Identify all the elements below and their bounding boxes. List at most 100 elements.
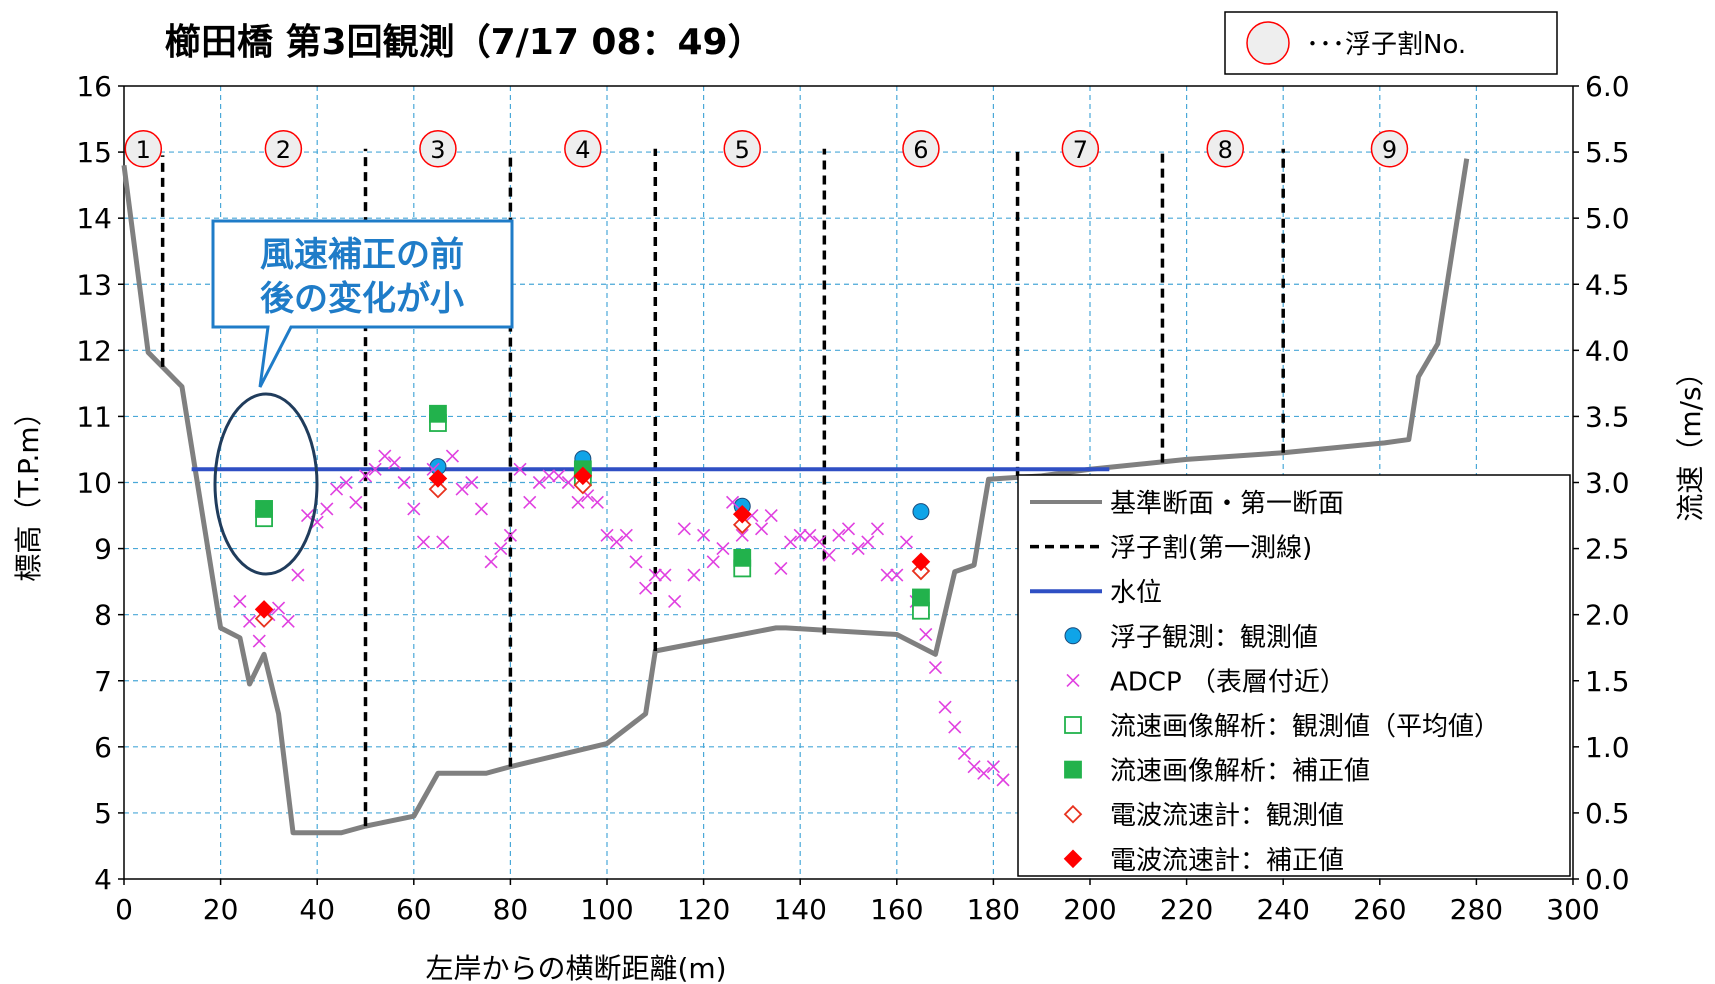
series-4-point <box>523 495 537 509</box>
series-4-point-stroke <box>870 522 885 536</box>
float-number-label: 3 <box>430 136 445 164</box>
series-4-point <box>281 614 295 628</box>
series-4-point <box>832 528 846 542</box>
float-number-legend-circle <box>1246 21 1290 65</box>
float-number-circle <box>1061 130 1100 168</box>
float-number-label: 2 <box>276 136 291 164</box>
series-4-point <box>803 528 817 542</box>
series-4-point-stroke <box>899 535 914 549</box>
series-4-point <box>291 568 305 582</box>
x-tick-label: 140 <box>773 893 826 926</box>
series-4-point-stroke <box>764 508 778 523</box>
series-4-point <box>552 469 566 483</box>
series-4-point <box>252 634 266 648</box>
series-4-point-stroke <box>561 475 575 490</box>
series-4-point-stroke <box>967 760 981 774</box>
series-4-point-stroke <box>822 548 836 562</box>
y-tick-label: 11 <box>76 400 112 433</box>
x-tick-label: 180 <box>967 893 1020 926</box>
series-4-point-stroke <box>697 528 711 542</box>
series-4-point-stroke <box>986 760 1000 774</box>
series-4-point-stroke <box>928 660 943 675</box>
y2-tick-label: 1.0 <box>1585 731 1630 764</box>
series-4-point <box>358 469 373 483</box>
series-4-point-stroke <box>523 495 537 509</box>
series-4-point-stroke <box>919 627 933 642</box>
y-tick-label: 5 <box>94 797 112 830</box>
x-tick-label: 260 <box>1353 893 1406 926</box>
series-4-point-stroke <box>494 542 508 556</box>
series-4-point <box>822 548 836 562</box>
legend-swatch <box>1064 716 1082 734</box>
series-4-point <box>677 522 691 536</box>
y-tick-label: 12 <box>76 334 112 367</box>
series-4-point <box>445 449 460 463</box>
series-4-point <box>735 528 749 542</box>
series-4-point-stroke <box>358 469 373 483</box>
float-number-circle <box>1206 130 1244 168</box>
y2-tick-label: 2.0 <box>1585 599 1630 632</box>
series-4-point-stroke <box>571 495 585 509</box>
series-4-point <box>243 614 257 628</box>
series-4-point <box>793 528 807 542</box>
legend-label: 基準断面・第一断面 <box>1110 489 1344 519</box>
series-4-point-stroke <box>281 614 295 628</box>
series-4-point <box>532 475 546 490</box>
series-4-point <box>465 475 479 490</box>
series-4-point-stroke <box>378 449 392 463</box>
series-4-point <box>948 720 962 734</box>
series-4-point <box>561 475 575 490</box>
series-4-point-stroke <box>581 489 595 503</box>
y-tick-label: 4 <box>94 863 112 896</box>
chart-title: 櫛田橋 第3回観測（7/17 08：49） <box>165 22 764 63</box>
legend-label: ADCP （表層付近） <box>1110 667 1346 697</box>
legend-swatch <box>1063 804 1083 824</box>
y-tick-label: 9 <box>94 533 112 566</box>
series-4-point-stroke <box>880 568 894 582</box>
legend-label: 水位 <box>1110 578 1162 608</box>
series-4-point-stroke <box>484 555 498 569</box>
series-4-point-stroke <box>320 502 334 516</box>
series-4-point-stroke <box>532 475 546 490</box>
series-4-point-stroke <box>735 528 749 542</box>
series-4-point <box>600 528 614 542</box>
series-4-point-stroke <box>996 773 1010 787</box>
float-number-label: 8 <box>1218 136 1233 164</box>
y-tick-label: 6 <box>94 731 112 764</box>
series-4-point <box>851 542 865 556</box>
y2-tick-label: 1.5 <box>1585 665 1630 698</box>
legend-label: 電波流速計：補正値 <box>1110 846 1344 876</box>
legend-swatch <box>1064 627 1082 645</box>
series-4-point-stroke <box>716 542 730 556</box>
ticks: 0 20 40 60 80 100 120 140 160 180 200 220 240 260 280 3… <box>76 70 1629 926</box>
series-4-point-stroke <box>397 475 411 490</box>
y-tick-label: 10 <box>76 467 112 500</box>
y2-tick-label: 2.5 <box>1585 533 1630 566</box>
series-4-point-stroke <box>387 456 402 470</box>
series-4-point <box>619 528 633 542</box>
series-4-point-stroke <box>349 495 363 509</box>
x-tick-label: 240 <box>1256 893 1309 926</box>
float-number-legend-label: ･･･浮子割No. <box>1306 30 1466 60</box>
series-4-point <box>648 568 662 582</box>
y2-tick-label: 4.0 <box>1585 334 1630 367</box>
series-4-point-stroke <box>812 535 827 549</box>
x-tick-label: 60 <box>396 893 432 926</box>
series-8-point <box>732 504 752 524</box>
series-4-point-stroke <box>890 568 904 582</box>
series-4-point <box>233 594 247 609</box>
series-4-point <box>484 555 498 569</box>
callout-line-1: 風速補正の前 <box>260 235 464 275</box>
series-4-point <box>890 568 904 582</box>
x-tick-label: 0 <box>115 893 133 926</box>
series-4-point-stroke <box>938 700 952 714</box>
series-4-point <box>957 746 971 761</box>
callout: 風速補正の前 後の変化が小 <box>211 219 514 576</box>
series-4-point-stroke <box>474 502 488 516</box>
series-7-point <box>732 515 752 535</box>
series-6-point <box>733 548 752 567</box>
series-8-point <box>254 600 274 619</box>
series-4-point-stroke <box>339 475 353 490</box>
series-4-point <box>639 581 653 595</box>
y2-tick-label: 0.5 <box>1585 797 1630 830</box>
